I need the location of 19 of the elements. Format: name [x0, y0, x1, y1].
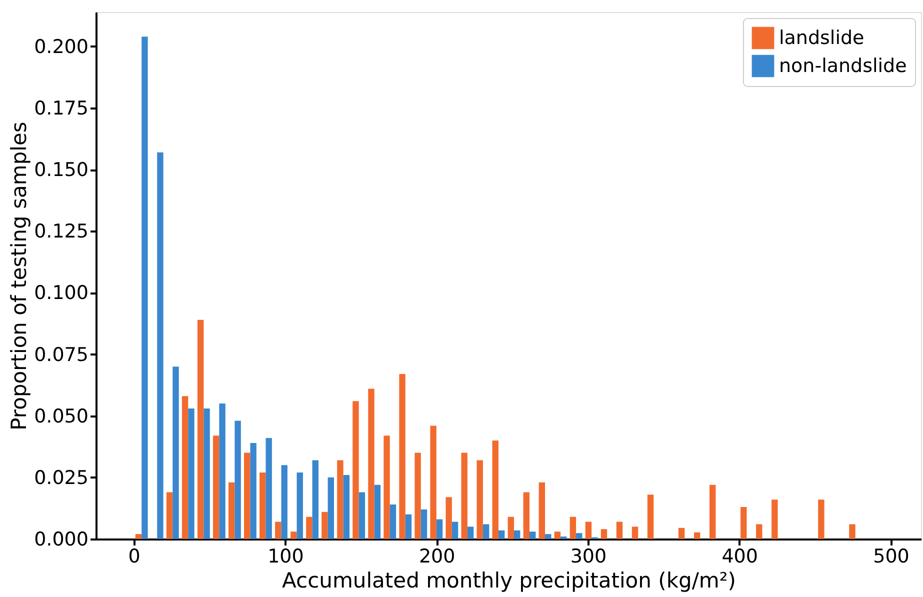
- y-axis-title: Proportion of testing samples: [7, 122, 32, 430]
- y-tick-label: 0.150: [34, 159, 88, 182]
- y-tick-label: 0.075: [34, 344, 88, 366]
- x-tick-label: 100: [268, 546, 304, 568]
- x-tick-label: 400: [722, 546, 758, 568]
- y-tick-label: 0.200: [34, 36, 88, 58]
- y-tick-label: 0.025: [34, 466, 88, 489]
- y-tick-label: 0.050: [34, 405, 88, 428]
- x-tick-label: 200: [418, 546, 456, 568]
- x-tick-label: 0: [128, 546, 140, 568]
- x-axis-title: Accumulated monthly precipitation (kg/m²): [282, 568, 736, 592]
- y-tick-label: 0.000: [34, 528, 88, 550]
- y-tick-label: 0.125: [34, 220, 88, 243]
- legend-label: non-landslide: [779, 55, 907, 77]
- y-tick-label: 0.175: [34, 98, 88, 120]
- legend-label: landslide: [779, 27, 864, 49]
- y-tick-label: 0.100: [34, 282, 88, 304]
- x-tick-label: 500: [873, 546, 910, 568]
- x-tick-label: 300: [570, 546, 607, 568]
